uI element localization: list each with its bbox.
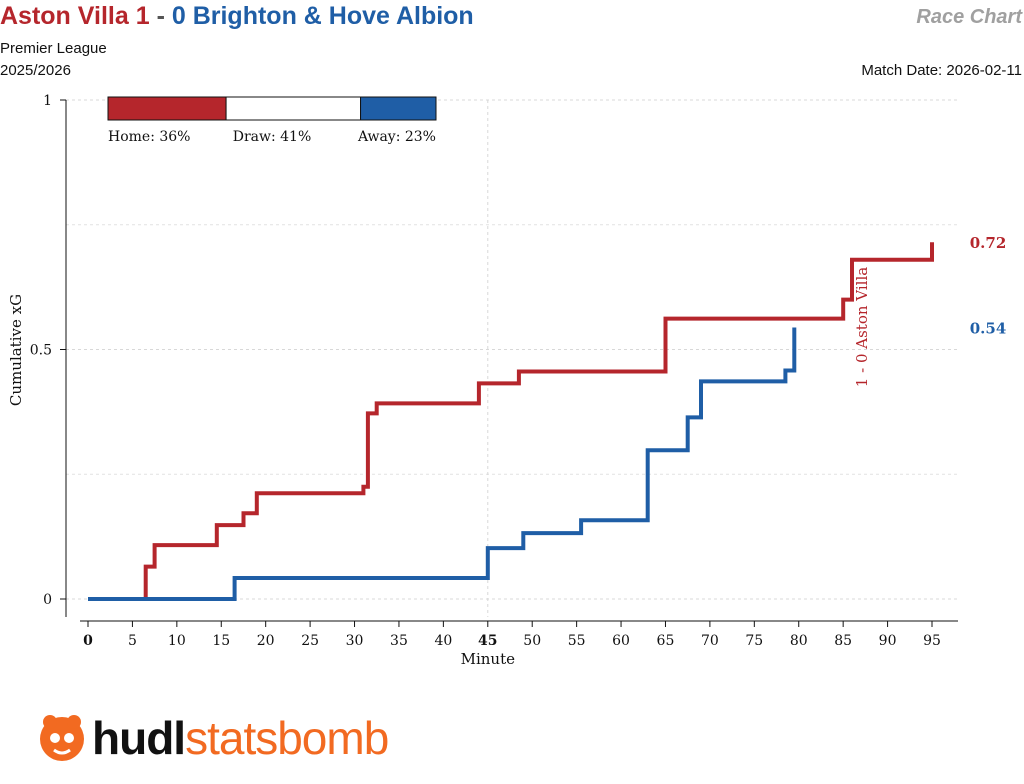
- x-axis-label: Minute: [461, 650, 516, 668]
- x-tick-label: 60: [612, 633, 630, 649]
- x-tick-label: 0: [83, 633, 93, 649]
- brand-logo: hudlstatsbomb: [36, 708, 389, 768]
- x-tick-label: 70: [701, 633, 719, 649]
- x-tick-label: 45: [478, 633, 497, 649]
- score-separator: -: [156, 2, 165, 30]
- brand-text-hudl: hudl: [92, 712, 186, 764]
- y-tick-label: 0.5: [30, 343, 52, 359]
- home-score: 1: [135, 2, 150, 30]
- away-team-name: Brighton & Hove Albion: [192, 2, 474, 30]
- draw-probability-label: Draw: 41%: [233, 129, 312, 145]
- final-xg-label-away: 0.54: [970, 320, 1007, 338]
- x-tick-label: 55: [568, 633, 586, 649]
- draw-probability-bar: [225, 96, 362, 121]
- x-tick-label: 10: [168, 633, 186, 649]
- x-tick-label: 25: [301, 633, 319, 649]
- x-tick-label: 50: [523, 633, 541, 649]
- x-tick-label: 90: [879, 633, 897, 649]
- x-tick-label: 65: [657, 633, 675, 649]
- x-tick-label: 30: [346, 633, 364, 649]
- goal-annotation: 1 - 0 Aston Villa: [853, 267, 871, 387]
- home-team-name: Aston Villa: [0, 2, 129, 30]
- x-tick-label: 85: [834, 633, 852, 649]
- chart-type-label: Race Chart: [916, 6, 1022, 28]
- statsbomb-logo-icon: [36, 712, 88, 764]
- season-label: 2025/2026: [0, 62, 71, 79]
- final-xg-label-home: 0.72: [970, 234, 1007, 252]
- x-tick-label: 80: [790, 633, 808, 649]
- x-tick-label: 40: [434, 633, 452, 649]
- brand-text-statsbomb: statsbomb: [185, 712, 389, 764]
- away-probability-bar: [360, 96, 437, 121]
- match-title: Aston Villa 1 - 0 Brighton & Hove Albion: [0, 2, 474, 31]
- x-tick-label: 35: [390, 633, 408, 649]
- x-tick-label: 15: [212, 633, 230, 649]
- away-score: 0: [171, 2, 186, 30]
- x-tick-label: 95: [923, 633, 941, 649]
- race-chart: 0 0.5 1 Cumulative xG 0 5 10 15 20 25 30 35 40 45 50 55…: [7, 93, 1007, 668]
- home-probability-label: Home: 36%: [108, 129, 190, 145]
- x-tick-label: 5: [128, 633, 137, 649]
- competition-name: Premier League: [0, 40, 107, 57]
- x-tick-label: 75: [745, 633, 763, 649]
- home-probability-bar: [107, 96, 227, 121]
- x-tick-label: 20: [257, 633, 275, 649]
- match-date: Match Date: 2026-02-11: [861, 62, 1022, 79]
- y-axis-label: Cumulative xG: [7, 294, 25, 406]
- series-line-home: [88, 242, 934, 601]
- series-line-away: [88, 327, 797, 601]
- y-tick-label: 1: [43, 93, 52, 109]
- y-tick-label: 0: [43, 592, 52, 608]
- away-probability-label: Away: 23%: [357, 129, 436, 145]
